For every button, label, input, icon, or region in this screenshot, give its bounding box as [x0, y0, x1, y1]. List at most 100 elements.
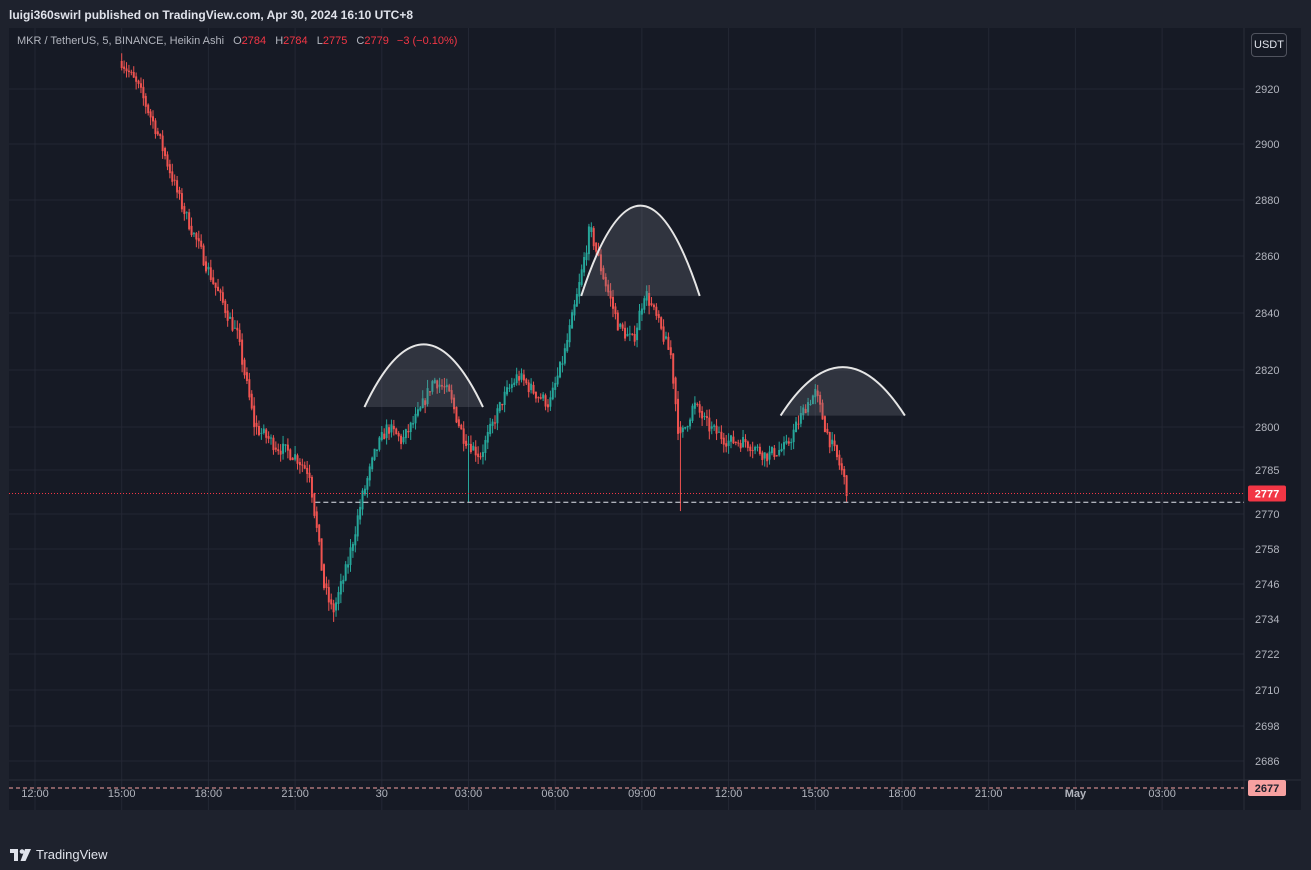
candle-body-down: [298, 462, 301, 466]
candle-body-down: [436, 380, 439, 389]
candle-body-up: [229, 316, 232, 319]
price-tick-label: 2785: [1255, 465, 1279, 477]
candle-body-down: [821, 402, 824, 420]
candle-body-up: [366, 478, 369, 490]
candle-body-down: [845, 475, 848, 496]
candle-body-up: [390, 424, 393, 433]
candle-body-up: [426, 388, 429, 405]
candle-body-up: [416, 409, 419, 416]
price-chart[interactable]: 2920 2900 2880 2860 2840 2820 2800 2785 2770 2758…: [9, 28, 1301, 810]
candle-body-down: [190, 225, 193, 236]
symbol-label[interactable]: MKR / TetherUS, 5, BINANCE, Heikin Ashi: [17, 35, 225, 47]
candle-body-down: [267, 436, 270, 439]
candle-body-down: [758, 446, 761, 454]
candle-body-up: [587, 226, 590, 255]
close-label: C: [356, 35, 365, 47]
candle-body-up: [503, 391, 506, 405]
candle-body-down: [301, 464, 304, 466]
candle-body-down: [139, 83, 142, 88]
candle-body-up: [282, 443, 285, 454]
candle-body-down: [453, 397, 456, 410]
candle-body-up: [681, 427, 684, 432]
candle-body-down: [835, 445, 838, 458]
candle-body-up: [414, 413, 417, 424]
candle-body-up: [561, 363, 564, 365]
candle-body-down: [828, 432, 831, 448]
candle-body-down: [383, 433, 386, 440]
candle-body-up: [693, 402, 696, 409]
candle-body-up: [486, 431, 489, 443]
candle-body-down: [135, 76, 138, 82]
price-tick-label: 2880: [1255, 195, 1279, 207]
candle-body-up: [347, 564, 350, 568]
price-tick-label: 2920: [1255, 84, 1279, 96]
candle-body-up: [713, 425, 716, 427]
candle-body-down: [749, 446, 752, 451]
candle-body-up: [498, 402, 501, 412]
candle-body-down: [761, 452, 764, 461]
candle-body-up: [554, 383, 557, 390]
candle-body-down: [720, 431, 723, 440]
candle-body-down: [826, 428, 829, 433]
candle-body-up: [481, 452, 484, 457]
candle-body-down: [462, 428, 465, 444]
candle-body-up: [636, 327, 639, 341]
candle-body-down: [534, 391, 537, 399]
candle-body-down: [816, 390, 819, 397]
candle-body-up: [472, 445, 475, 451]
candle-body-up: [754, 446, 757, 451]
candle-body-down: [310, 476, 313, 498]
time-tick-label: 09:00: [628, 788, 656, 800]
candle-body-up: [575, 294, 578, 307]
candle-body-down: [274, 447, 277, 450]
time-tick-label: 03:00: [1148, 788, 1176, 800]
candle-body-down: [332, 603, 335, 613]
candle-body-down: [705, 416, 708, 418]
tradingview-logo[interactable]: TradingView: [10, 847, 108, 862]
candle-body-up: [520, 373, 523, 380]
candle-body-down: [441, 385, 444, 387]
open-value: 2784: [241, 35, 267, 47]
candle-body-down: [330, 599, 333, 605]
candle-body-up: [445, 384, 448, 388]
candle-body-down: [149, 111, 152, 118]
candle-body-down: [308, 472, 311, 479]
currency-button[interactable]: USDT: [1251, 33, 1287, 57]
level-price-label: 2677: [1255, 783, 1279, 795]
candle-body-down: [400, 435, 403, 444]
candle-body-down: [633, 334, 636, 342]
candle-body-up: [792, 429, 795, 443]
candle-body-down: [450, 390, 453, 400]
change-value: −3 (−0.10%): [396, 35, 458, 47]
candle-body-up: [551, 387, 554, 400]
candle-body-up: [559, 361, 562, 378]
candle-body-down: [819, 394, 822, 405]
candle-body-up: [402, 437, 405, 443]
current-price-tag: [1248, 485, 1286, 502]
candle-body-down: [257, 425, 260, 436]
candle-body-down: [595, 242, 598, 252]
candle-body-down: [493, 422, 496, 424]
low-label: L: [316, 35, 323, 47]
candle-body-down: [732, 436, 735, 444]
candle-body-down: [200, 240, 203, 247]
candle-body-down: [616, 312, 619, 331]
price-tick-label: 2860: [1255, 251, 1279, 263]
candle-body-down: [455, 406, 458, 423]
candle-body-up: [790, 441, 793, 444]
candle-body-up: [782, 442, 785, 450]
candle-body-up: [335, 602, 338, 611]
chart-pane[interactable]: 2920 2900 2880 2860 2840 2820 2800 2785 2770 2758…: [9, 28, 1301, 810]
candle-body-down: [209, 267, 212, 280]
candle-body-up: [438, 384, 441, 387]
candle-body-down: [147, 104, 150, 114]
candle-body-down: [236, 327, 239, 331]
candle-body-up: [344, 564, 347, 581]
candle-body-up: [802, 407, 805, 416]
candle-body-down: [448, 385, 451, 392]
candle-body-down: [672, 353, 675, 384]
candle-body-down: [701, 410, 704, 419]
candle-body-down: [159, 133, 162, 137]
high-value: 2784: [283, 35, 308, 47]
candle-body-down: [132, 72, 135, 78]
